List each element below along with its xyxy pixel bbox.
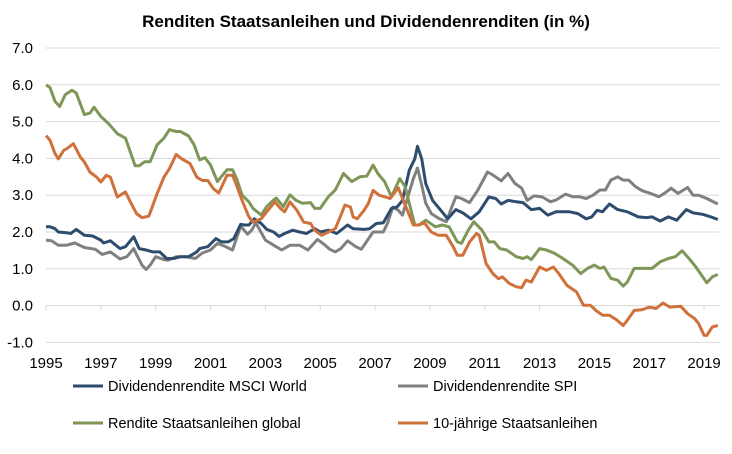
- x-tick-label: 2019: [687, 355, 720, 372]
- y-tick-label: 6.0: [12, 77, 33, 94]
- x-tick-label: 2017: [633, 355, 666, 372]
- chart-title: Renditen Staatsanleihen und Dividendenre…: [142, 12, 590, 31]
- x-tick-label: 2013: [523, 355, 556, 372]
- series-line-1: [45, 166, 719, 271]
- x-tick-label: 2003: [249, 355, 282, 372]
- x-tick-label: 1999: [139, 355, 172, 372]
- y-tick-label: 7.0: [12, 40, 33, 57]
- y-tick-label: 2.0: [12, 224, 33, 241]
- x-tick-label: 1997: [84, 355, 117, 372]
- legend-label: Rendite Staatsanleihen global: [108, 416, 301, 432]
- y-tick-label: -1.0: [7, 334, 33, 351]
- x-tick-label: 2015: [578, 355, 611, 372]
- x-tick-label: 2011: [469, 355, 501, 372]
- series-line-0: [46, 144, 719, 260]
- series-line-2: [45, 83, 719, 288]
- series-lines: [44, 83, 719, 337]
- y-axis: 7.0 6.0 5.0 4.0 3.0 2.0 1.0 0.0 -1.0: [7, 40, 33, 351]
- x-tick-label: 2007: [358, 355, 391, 372]
- legend-label: Dividendenrendite MSCI World: [108, 379, 307, 395]
- y-tick-label: 5.0: [12, 114, 33, 131]
- y-tick-label: 1.0: [12, 261, 33, 278]
- series-line-3: [44, 134, 719, 337]
- x-axis: 1995 1997 1999 2001 2003 2005 2007 2009 2011 2013…: [29, 305, 721, 372]
- x-tick-label: 1995: [29, 355, 62, 372]
- x-tick-label: 2005: [304, 355, 337, 372]
- y-tick-label: 4.0: [12, 150, 33, 167]
- legend: Dividendenrendite MSCI World Dividendenre…: [73, 379, 597, 432]
- legend-label: Dividendenrendite SPI: [433, 379, 577, 395]
- y-tick-label: 0.0: [12, 298, 33, 315]
- x-tick-label: 2001: [194, 355, 227, 372]
- y-tick-label: 3.0: [12, 187, 33, 204]
- legend-label: 10-jährige Staatsanleihen: [433, 416, 597, 432]
- x-tick-label: 2009: [413, 355, 446, 372]
